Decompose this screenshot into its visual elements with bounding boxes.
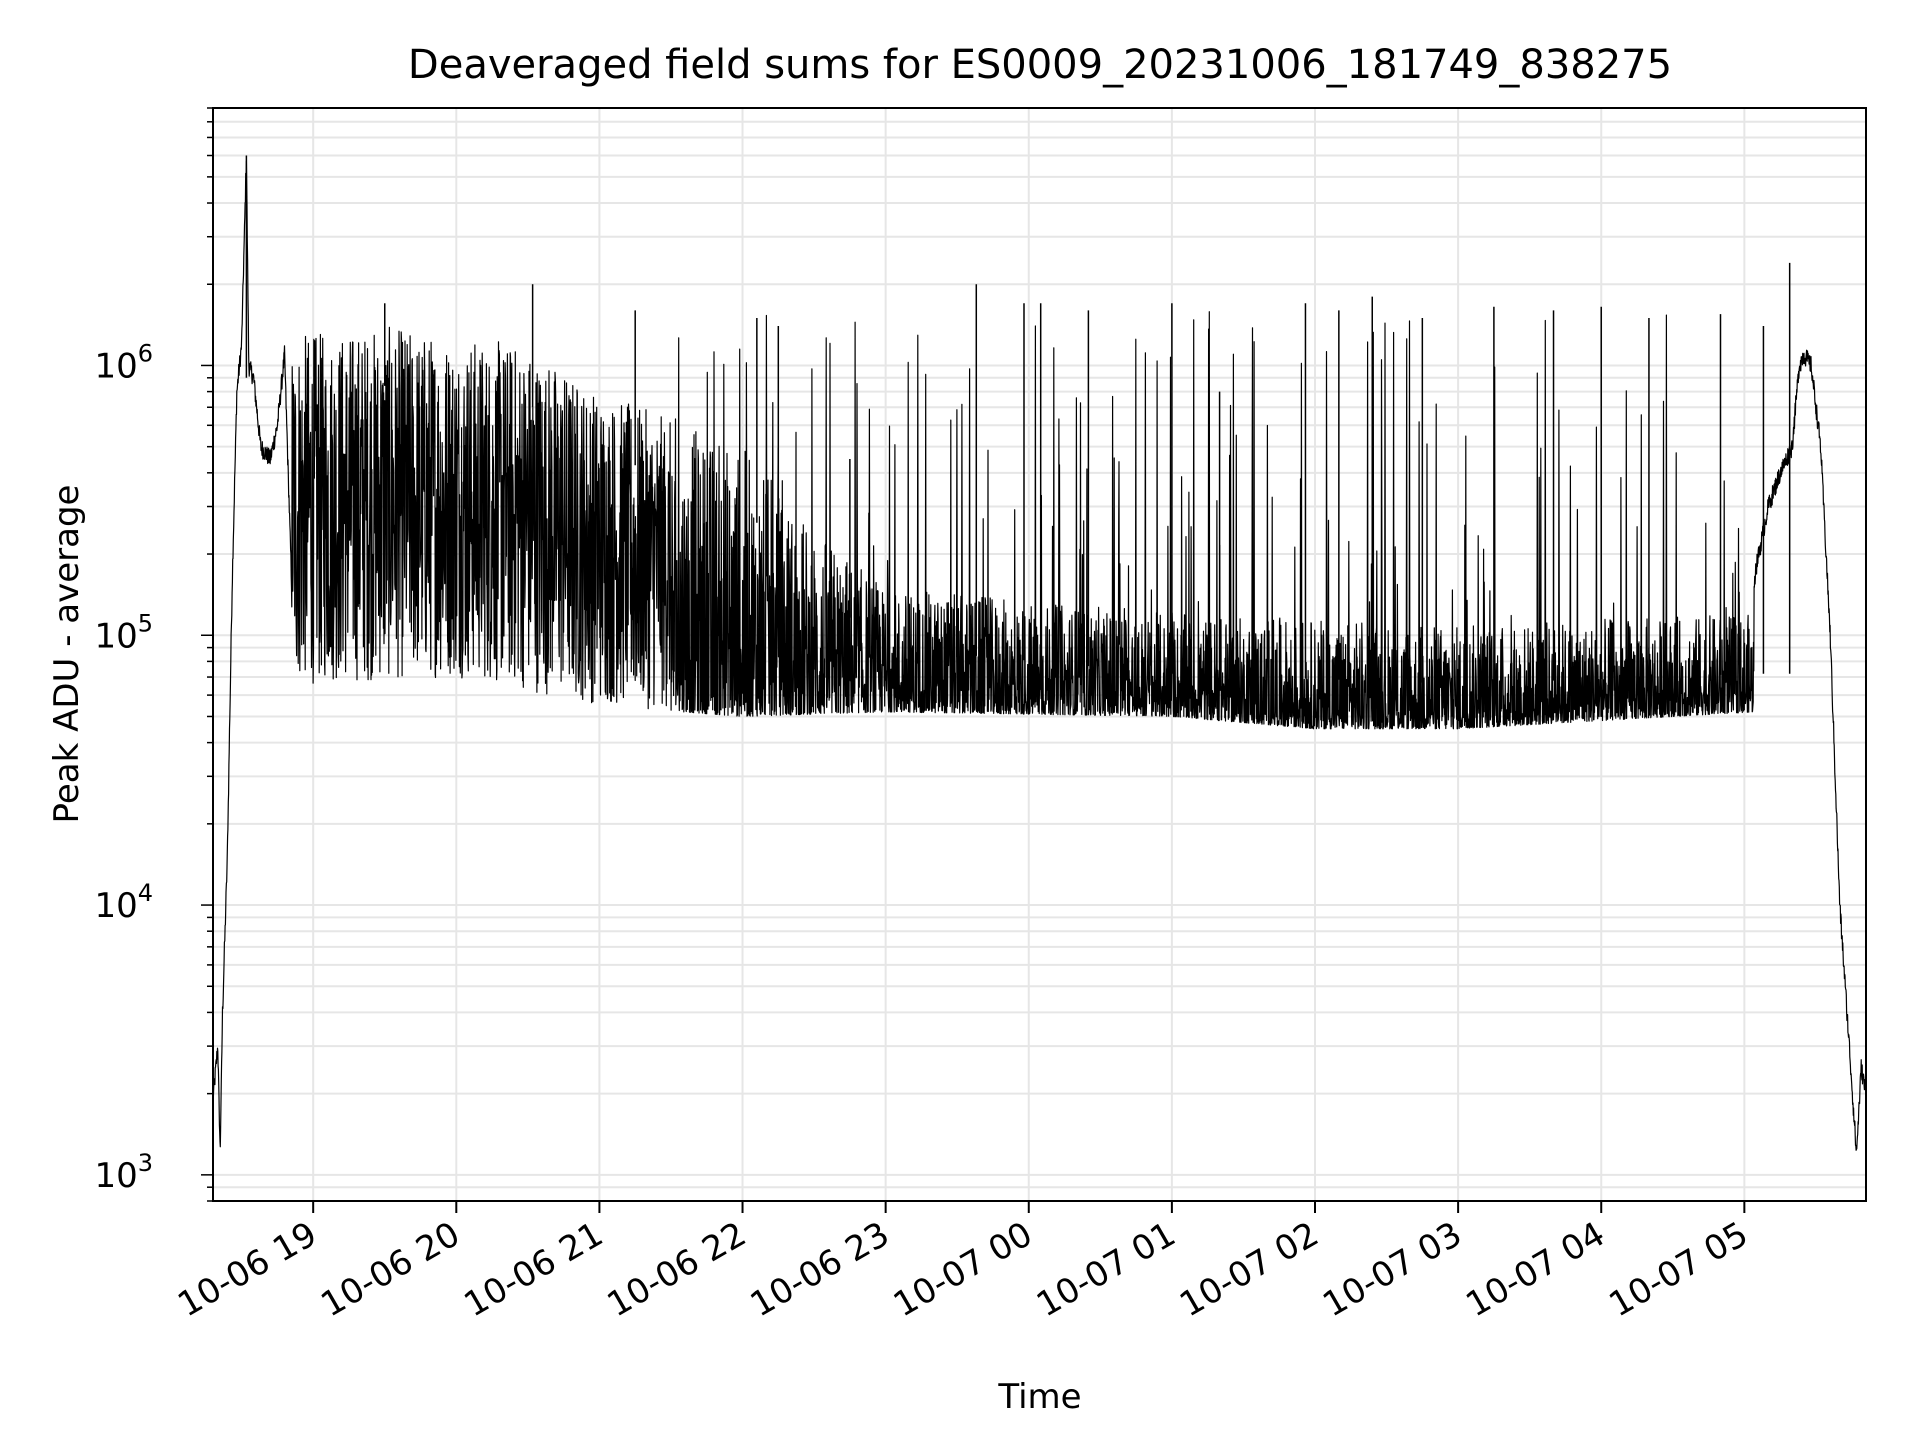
y-tick-label: 105	[94, 609, 153, 656]
y-axis: 103 104 105 106	[94, 107, 213, 1202]
y-tick-label: 104	[94, 879, 153, 926]
x-axis-label: Time	[997, 1377, 1081, 1417]
series-line	[212, 160, 1867, 1151]
plot-frame	[212, 107, 1867, 1202]
data-series	[212, 155, 1867, 1151]
y-tick-label: 103	[94, 1149, 153, 1196]
y-tick-label: 106	[94, 339, 153, 386]
grid	[213, 107, 1866, 1202]
chart-title: Deaveraged field sums for ES0009_2023100…	[408, 42, 1672, 88]
y-axis-label: Peak ADU - average	[47, 485, 87, 824]
